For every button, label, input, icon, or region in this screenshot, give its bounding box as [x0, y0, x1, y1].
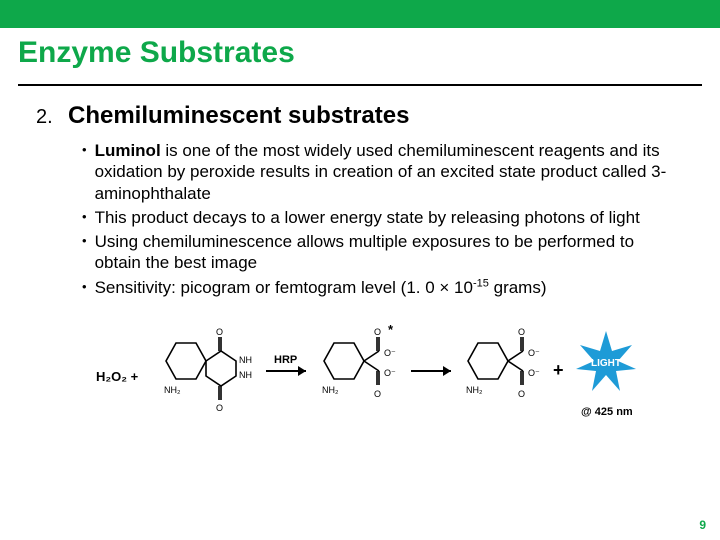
section-heading: Chemiluminescent substrates [68, 102, 409, 130]
svg-text:O⁻: O⁻ [384, 348, 396, 358]
list-item-2: 2. Chemiluminescent substrates [36, 102, 684, 130]
bullet-icon: • [82, 277, 87, 298]
list-item: • Luminol is one of the most widely used… [82, 140, 684, 204]
list-item: • This product decays to a lower energy … [82, 207, 684, 228]
svg-text:NH: NH [239, 355, 252, 365]
svg-text:O: O [374, 327, 381, 337]
bullet-icon: • [82, 140, 87, 204]
slide: Enzyme Substrates 2. Chemiluminescent su… [0, 0, 720, 540]
svg-text:O: O [216, 327, 223, 337]
arrow-hrp: HRP [266, 354, 306, 376]
title-wrap: Enzyme Substrates [0, 28, 720, 84]
bullet-text: Luminol is one of the most widely used c… [95, 140, 684, 204]
label-hrp: HRP [274, 354, 297, 366]
wavelength-label: @ 425 nm [581, 406, 633, 418]
arrow-decay [411, 366, 451, 376]
molecule-excited: O * O⁻ O⁻ O NH₂ [322, 322, 396, 399]
molecule-luminol: O O NH NH NH₂ [164, 327, 252, 413]
bullet-icon: • [82, 231, 87, 274]
svg-text:O: O [216, 403, 223, 413]
page-number: 9 [699, 518, 706, 532]
svg-text:O⁻: O⁻ [528, 348, 540, 358]
bold-term: Luminol [95, 141, 161, 160]
bullet-text: Using chemiluminescence allows multiple … [95, 231, 684, 274]
svg-text:O: O [518, 327, 525, 337]
content-area: 2. Chemiluminescent substrates • Luminol… [0, 86, 720, 436]
svg-text:NH: NH [239, 370, 252, 380]
svg-text:NH₂: NH₂ [164, 385, 181, 395]
list-number: 2. [36, 106, 58, 129]
excited-star: * [388, 322, 394, 337]
svg-text:O⁻: O⁻ [528, 368, 540, 378]
label-h2o2: H₂O₂ + [96, 369, 139, 384]
plus-sign: + [553, 360, 564, 380]
bullet-text: This product decays to a lower energy st… [95, 207, 640, 228]
svg-text:O: O [374, 389, 381, 399]
molecule-ground: O O⁻ O⁻ O NH₂ [466, 327, 540, 399]
light-burst-icon: LIGHT [576, 331, 636, 391]
slide-title: Enzyme Substrates [18, 36, 295, 74]
bullet-list: • Luminol is one of the most widely used… [36, 140, 684, 298]
svg-text:NH₂: NH₂ [322, 385, 339, 395]
reaction-diagram: H₂O₂ + O O NH NH NH₂ HRP [96, 311, 696, 431]
svg-text:O: O [518, 389, 525, 399]
bullet-icon: • [82, 207, 87, 228]
list-item: • Sensitivity: picogram or femtogram lev… [82, 277, 684, 298]
list-item: • Using chemiluminescence allows multipl… [82, 231, 684, 274]
bullet-text: Sensitivity: picogram or femtogram level… [95, 277, 547, 298]
light-label: LIGHT [591, 358, 621, 369]
svg-text:NH₂: NH₂ [466, 385, 483, 395]
svg-text:O⁻: O⁻ [384, 368, 396, 378]
header-bar [0, 0, 720, 28]
